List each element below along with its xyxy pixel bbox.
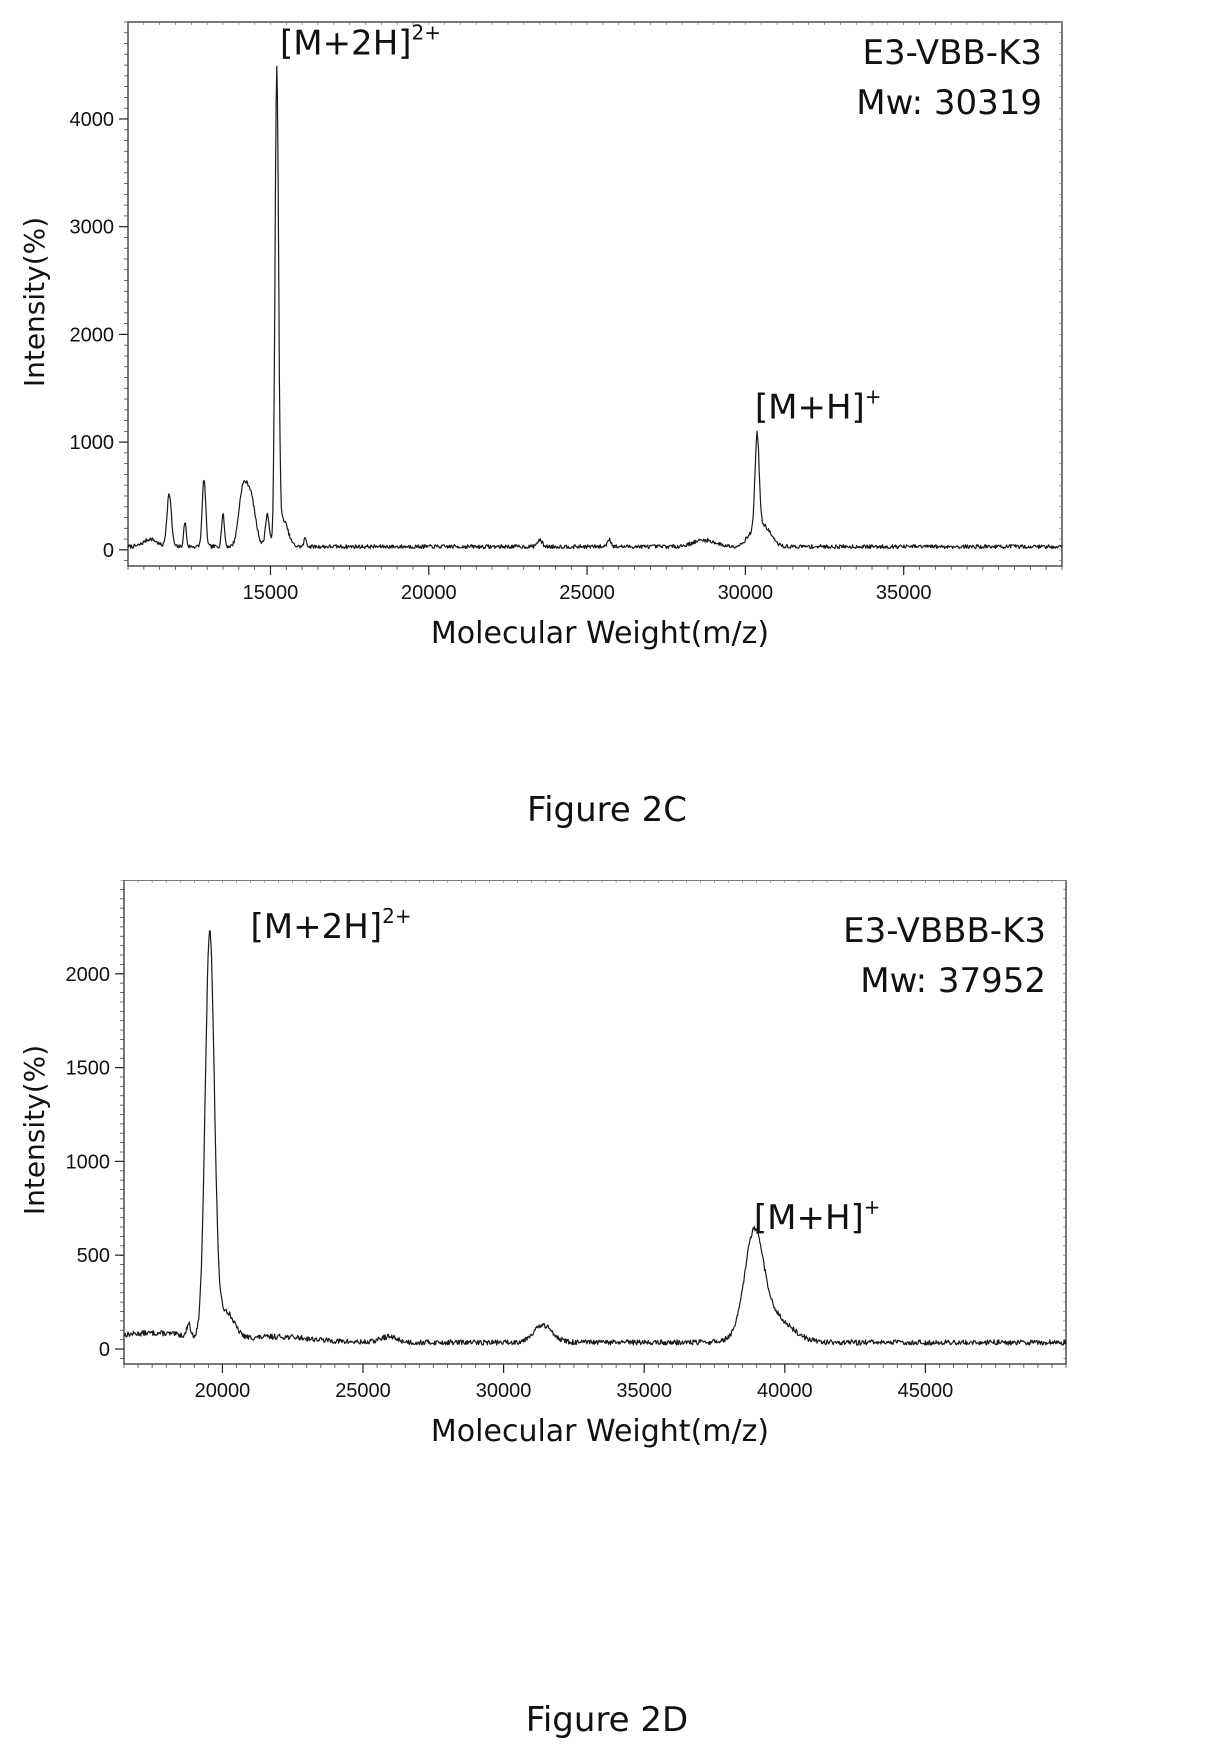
x-tick-label: 20000 bbox=[401, 582, 457, 604]
x-tick-label: 20000 bbox=[195, 1380, 251, 1402]
figure-caption: Figure 2C bbox=[527, 790, 687, 830]
y-tick-label: 500 bbox=[77, 1245, 110, 1267]
figure-caption: Figure 2D bbox=[525, 1700, 689, 1740]
mw-label: Mw: 30319 bbox=[856, 83, 1042, 123]
y-axis-label: Intensity(%) bbox=[18, 217, 51, 387]
peak-annotation-mh: [M+H]+ bbox=[754, 1195, 881, 1238]
y-tick-label: 2000 bbox=[70, 324, 115, 346]
y-tick-label: 3000 bbox=[70, 217, 115, 239]
y-tick-label: 1500 bbox=[66, 1058, 111, 1080]
y-tick-label: 0 bbox=[103, 540, 114, 562]
x-axis-label: Molecular Weight(m/z) bbox=[431, 1414, 769, 1449]
peak-annotation-mh: [M+H]+ bbox=[755, 384, 882, 427]
y-axis-label: Intensity(%) bbox=[18, 1045, 51, 1215]
plot-frame bbox=[123, 880, 1067, 1365]
x-tick-label: 35000 bbox=[876, 582, 932, 604]
x-tick-label: 15000 bbox=[243, 582, 299, 604]
sample-label: E3-VBB-K3 bbox=[863, 33, 1043, 73]
spectrum-line bbox=[123, 930, 1067, 1346]
x-tick-label: 25000 bbox=[335, 1380, 391, 1402]
figure-2c-panel: 15000 20000 25000 30000 35000 0 1000 2000 3000 40… bbox=[0, 0, 1214, 860]
figure-2d-panel: 20000 25000 30000 35000 40000 45000 0 500 1000 15… bbox=[0, 880, 1214, 1753]
minor-ticks bbox=[124, 21, 1063, 570]
x-tick-label: 30000 bbox=[476, 1380, 532, 1402]
y-tick-label: 2000 bbox=[66, 964, 111, 986]
y-tick-label: 1000 bbox=[66, 1151, 111, 1173]
plot-frame bbox=[127, 21, 1063, 567]
y-tick-label: 1000 bbox=[70, 432, 115, 454]
chart-2d: 20000 25000 30000 35000 40000 45000 0 500 1000 15… bbox=[18, 880, 1067, 1449]
x-axis-label: Molecular Weight(m/z) bbox=[431, 616, 769, 651]
chart-2c: 15000 20000 25000 30000 35000 0 1000 2000 3000 40… bbox=[18, 20, 1063, 651]
spectrum-line bbox=[127, 65, 1063, 550]
peak-annotation-m2h: [M+2H]2+ bbox=[251, 904, 412, 947]
x-tick-label: 35000 bbox=[616, 1380, 672, 1402]
peak-annotation-m2h: [M+2H]2+ bbox=[280, 20, 441, 63]
x-tick-label: 45000 bbox=[898, 1380, 954, 1402]
y-tick-label: 0 bbox=[99, 1339, 110, 1361]
x-tick-label: 25000 bbox=[559, 582, 615, 604]
x-tick-label: 30000 bbox=[718, 582, 774, 604]
y-tick-label: 4000 bbox=[70, 109, 115, 131]
mw-label: Mw: 37952 bbox=[860, 961, 1046, 1001]
minor-ticks bbox=[120, 880, 1067, 1368]
x-tick-label: 40000 bbox=[757, 1380, 813, 1402]
sample-label: E3-VBBB-K3 bbox=[843, 911, 1046, 951]
